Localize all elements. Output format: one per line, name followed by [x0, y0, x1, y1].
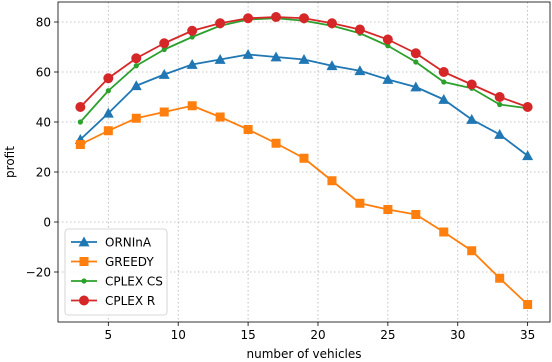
grid-lines [58, 2, 550, 322]
data-point-ornina [214, 54, 226, 64]
series-line-ornina [79, 53, 529, 157]
x-tick-label: 20 [310, 328, 325, 342]
legend-label: ORNInA [105, 236, 152, 250]
data-point-greedy [103, 126, 113, 136]
data-point-greedy [271, 138, 281, 148]
data-point-cplex-r [354, 24, 365, 35]
data-point-ornina [494, 129, 506, 139]
data-point-greedy [411, 210, 421, 219]
data-point-ornina [130, 80, 142, 91]
data-point-greedy [215, 112, 225, 122]
series-ornina [74, 49, 534, 161]
data-point-cplex-cs [497, 101, 503, 108]
data-point-greedy [495, 273, 505, 283]
data-point-greedy [159, 107, 169, 117]
legend-label: CPLEX R [105, 294, 155, 308]
data-point-cplex-r [299, 13, 309, 24]
data-point-cplex-r [187, 25, 198, 36]
series-cplex-cs [77, 15, 531, 125]
legend-label: CPLEX CS [105, 275, 163, 289]
y-tick-label: 80 [36, 16, 51, 30]
data-point-greedy [355, 198, 365, 208]
x-tick-label: 10 [171, 328, 186, 342]
legend-item-greedy: GREEDY [71, 255, 154, 269]
legend-box [64, 228, 168, 316]
data-point-cplex-cs [441, 79, 447, 85]
data-point-greedy [299, 153, 309, 163]
legend-item-cplex-cs: CPLEX CS [71, 275, 163, 289]
legend-marker [78, 236, 90, 247]
data-point-ornina [410, 81, 422, 92]
data-point-cplex-r [410, 48, 421, 59]
data-point-ornina [158, 69, 170, 79]
data-point-greedy [467, 246, 477, 256]
y-axis-label: profit [3, 146, 17, 178]
data-point-cplex-r [522, 102, 533, 112]
x-tick-label: 30 [450, 328, 465, 342]
data-point-ornina [102, 107, 114, 118]
data-point-greedy [131, 113, 141, 123]
series-cplex-r [75, 12, 533, 112]
x-tick-label: 25 [380, 328, 395, 342]
data-point-cplex-r [131, 53, 142, 64]
data-point-cplex-r [494, 92, 505, 102]
data-point-cplex-r [159, 38, 170, 49]
data-point-ornina [438, 94, 450, 104]
data-point-cplex-r [103, 73, 114, 84]
data-point-cplex-cs [161, 46, 167, 53]
data-point-cplex-cs [133, 63, 139, 69]
legend-marker [79, 295, 89, 306]
data-point-cplex-r [271, 12, 282, 22]
legend: ORNInA GREEDY CPLEX CS CPLEX R [64, 228, 168, 316]
series-greedy [75, 101, 533, 309]
data-point-ornina [326, 60, 338, 71]
axis-ticks: 5 10 15 20 25 30 35 −20 0 20 40 60 80 [26, 16, 536, 343]
data-point-cplex-r [326, 18, 337, 29]
data-point-cplex-cs [77, 119, 83, 125]
plot-frame [57, 1, 551, 323]
legend-label: GREEDY [105, 255, 154, 269]
data-point-ornina [522, 150, 534, 161]
data-point-greedy [75, 140, 85, 149]
x-tick-label: 15 [240, 328, 255, 342]
y-tick-label: −20 [26, 266, 51, 280]
data-point-cplex-r [243, 13, 254, 24]
legend-marker [81, 278, 87, 284]
data-point-cplex-r [466, 79, 477, 90]
data-point-ornina [466, 114, 478, 124]
y-tick-label: 40 [36, 116, 51, 130]
data-point-ornina [242, 49, 254, 59]
data-point-cplex-r [215, 18, 226, 29]
data-point-cplex-cs [413, 59, 419, 65]
data-point-cplex-cs [105, 88, 111, 94]
data-point-ornina [382, 74, 394, 84]
data-point-cplex-r [382, 34, 393, 45]
data-point-cplex-r [75, 102, 86, 112]
data-point-ornina [354, 65, 366, 76]
data-point-ornina [186, 59, 198, 69]
data-point-greedy [327, 176, 337, 186]
data-point-cplex-cs [189, 34, 195, 40]
legend-marker [79, 257, 89, 266]
data-point-greedy [243, 125, 253, 134]
data-point-greedy [383, 205, 393, 214]
data-point-cplex-r [438, 67, 449, 77]
data-point-greedy [187, 101, 197, 111]
x-axis-label: number of vehicles [246, 347, 361, 361]
data-point-ornina [298, 54, 310, 64]
x-tick-label: 5 [104, 328, 112, 342]
y-tick-label: 20 [36, 166, 51, 180]
data-point-cplex-cs [385, 43, 391, 49]
data-point-ornina [270, 51, 282, 62]
y-tick-label: 0 [43, 216, 51, 230]
series-layer [74, 12, 534, 309]
y-tick-label: 60 [36, 66, 51, 80]
legend-item-cplex-r: CPLEX R [71, 294, 155, 308]
data-point-greedy [439, 227, 449, 237]
series-line-cplex-cs [79, 17, 528, 123]
legend-item-ornina: ORNInA [71, 236, 152, 250]
data-point-greedy [523, 300, 533, 309]
x-tick-label: 35 [520, 328, 535, 342]
